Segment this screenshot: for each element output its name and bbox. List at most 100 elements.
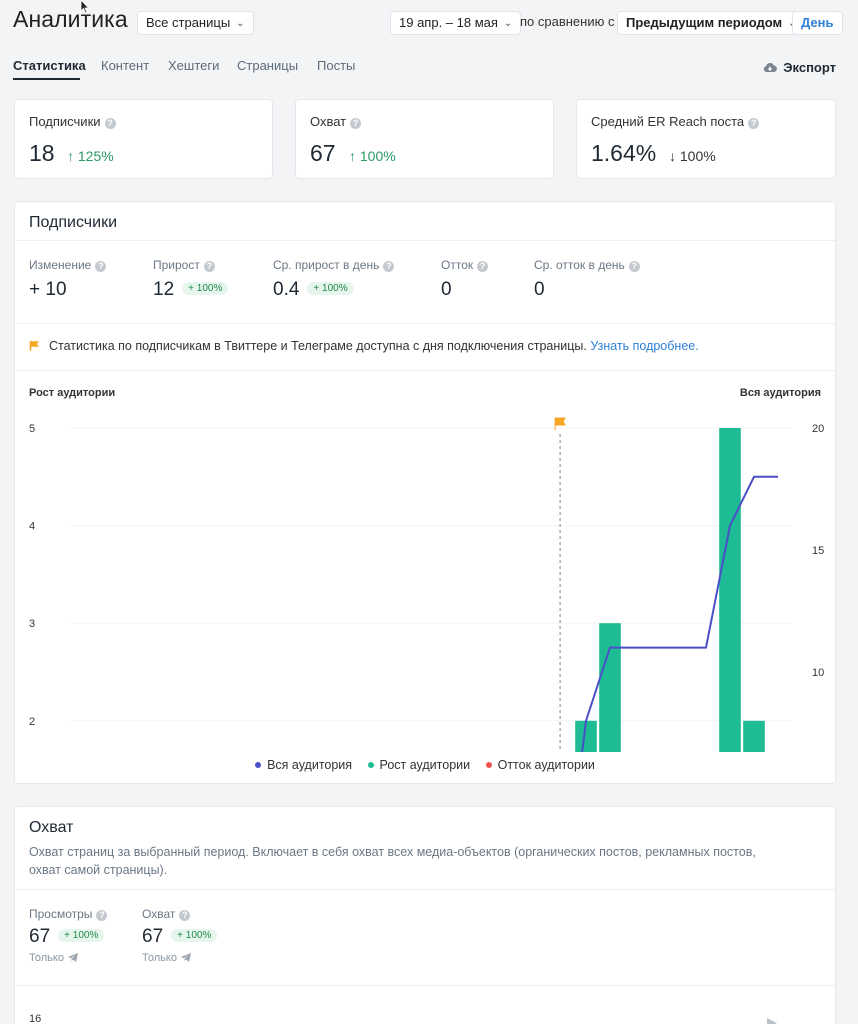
arrow-up-icon: ↑ (67, 148, 74, 164)
right-axis-title: Вся аудитория (739, 387, 821, 399)
divider (15, 985, 835, 986)
total-audience-line (581, 475, 778, 752)
y-left-tick-label: 4 (29, 521, 35, 533)
metric-value: 0 (534, 279, 545, 300)
help-icon[interactable]: ? (748, 118, 760, 129)
export-label: Экспорт (783, 60, 836, 75)
tab-posts[interactable]: Посты (317, 58, 356, 73)
tab-statistics[interactable]: Статистика (13, 58, 86, 73)
left-axis-title: Рост аудитории (29, 387, 116, 399)
metric-label: Отток? (441, 258, 489, 272)
kpi-title: Средний ER Reach поста? (591, 114, 760, 129)
kpi-title: Подписчики? (29, 114, 116, 129)
compare-select[interactable]: Предыдущим периодом⌄ (617, 11, 806, 35)
learn-more-link[interactable]: Узнать подробнее. (590, 339, 699, 353)
kpi-title: Охват? (310, 114, 362, 129)
divider (15, 240, 835, 241)
kpi-value: 1.64% (591, 140, 657, 166)
legend-dot (255, 762, 262, 768)
metric-change: Изменение? + 10 (29, 258, 107, 301)
subscribers-section: Подписчики Изменение? + 10 Прирост? 12 + … (14, 201, 836, 784)
telegram-icon (67, 953, 78, 962)
legend-item[interactable]: Рост аудитории (367, 758, 471, 772)
arrow-up-icon: ↑ (349, 148, 356, 164)
legend-item[interactable]: Отток аудитории (485, 758, 595, 772)
metric-label-text: Охват (142, 907, 176, 921)
help-icon[interactable]: ? (179, 910, 191, 921)
metric-churn: Отток? 0 (441, 258, 489, 301)
chevron-down-icon: ⌄ (236, 18, 245, 29)
flag-icon (554, 417, 566, 430)
kpi-title-text: Подписчики (29, 114, 101, 129)
section-title: Охват (29, 819, 74, 836)
pages-select[interactable]: Все страницы ⌄ (137, 11, 254, 35)
metric-value: 12 + 100% (153, 279, 229, 301)
compare-select-label: Предыдущим периодом (626, 15, 783, 30)
metric-avg-growth: Ср. прирост в день? 0.4 + 100% (273, 258, 395, 301)
date-range-select[interactable]: 19 апр. – 18 мая ⌄ (390, 11, 522, 35)
help-icon[interactable]: ? (477, 261, 489, 272)
kpi-delta-value: 100% (679, 148, 716, 164)
kpi-card-er-reach: Средний ER Reach поста? 1.64% ↓ 100% (576, 99, 836, 179)
metric-value: 67 + 100% (29, 926, 107, 948)
help-icon[interactable]: ? (383, 261, 395, 272)
help-icon[interactable]: ? (203, 261, 215, 272)
chart-legend: Вся аудитория Рост аудитории Отток аудит… (15, 758, 835, 772)
delta-badge: + 100% (307, 282, 354, 295)
delta-badge: + 100% (58, 929, 105, 942)
metric-growth: Прирост? 12 + 100% (153, 258, 229, 301)
telegram-icon (180, 953, 191, 962)
metric-value-text: 67 (29, 926, 51, 947)
metric-label: Прирост? (153, 258, 228, 272)
reach-section: Охват Охват страниц за выбранный период.… (14, 806, 836, 1024)
kpi-card-subscribers: Подписчики? 18 ↑ 125% (14, 99, 273, 179)
kpi-title-text: Средний ER Reach поста (591, 114, 745, 129)
help-icon[interactable]: ? (628, 261, 640, 272)
kpi-value: 18 (29, 140, 55, 166)
compare-label: по сравнению с (520, 14, 615, 29)
kpi-delta-value: 125% (77, 148, 114, 164)
tab-pages[interactable]: Страницы (237, 58, 299, 73)
metric-value: 67 + 100% (142, 926, 218, 948)
y-right-tick-label: 10 (812, 667, 824, 679)
help-icon[interactable]: ? (96, 910, 108, 921)
metric-value-text: 12 (153, 279, 175, 300)
y-left-tick-label: 2 (29, 716, 35, 728)
audience-chart: 0123450510152023 апреля30 апреля7 мая14 … (29, 417, 824, 752)
y-left-tick-label: 3 (29, 618, 35, 630)
delta-badge: + 100% (171, 929, 218, 942)
metric-value: 0 (441, 279, 452, 300)
legend-dot (367, 762, 374, 768)
kpi-delta: ↓ 100% (669, 148, 716, 164)
metric-label-text: Просмотры (29, 907, 93, 921)
granularity-button[interactable]: День (792, 11, 843, 35)
active-tab-indicator (13, 78, 80, 80)
help-icon[interactable]: ? (350, 118, 362, 129)
metric-value-text: 67 (142, 926, 164, 947)
growth-bar (575, 720, 597, 752)
cloud-download-icon (764, 63, 778, 73)
section-description: Охват страниц за выбранный период. Включ… (29, 845, 756, 877)
legend-dot (485, 762, 492, 768)
tab-hashtags[interactable]: Хештеги (168, 58, 220, 73)
tab-content[interactable]: Контент (101, 58, 150, 73)
metric-label-text: Изменение (29, 258, 92, 272)
metric-value: + 10 (29, 279, 67, 300)
divider (15, 370, 835, 371)
page-title: Аналитика (13, 6, 128, 32)
kpi-value: 67 (310, 140, 336, 166)
metric-avg-churn: Ср. отток в день? 0 (534, 258, 640, 301)
metric-label-text: Ср. отток в день (534, 258, 625, 272)
export-button[interactable]: Экспорт (763, 60, 836, 75)
pages-select-label: Все страницы (146, 15, 231, 30)
chevron-down-icon: ⌄ (503, 18, 513, 29)
help-icon[interactable]: ? (104, 118, 116, 129)
legend-label: Вся аудитория (267, 758, 353, 772)
help-icon[interactable]: ? (95, 261, 107, 272)
kpi-delta-value: 100% (359, 148, 396, 164)
flag-icon (29, 341, 39, 351)
metric-label-text: Ср. прирост в день (273, 258, 380, 272)
legend-item[interactable]: Вся аудитория (255, 758, 352, 772)
y-right-tick-label: 15 (812, 545, 824, 557)
legend-label: Рост аудитории (379, 758, 471, 772)
